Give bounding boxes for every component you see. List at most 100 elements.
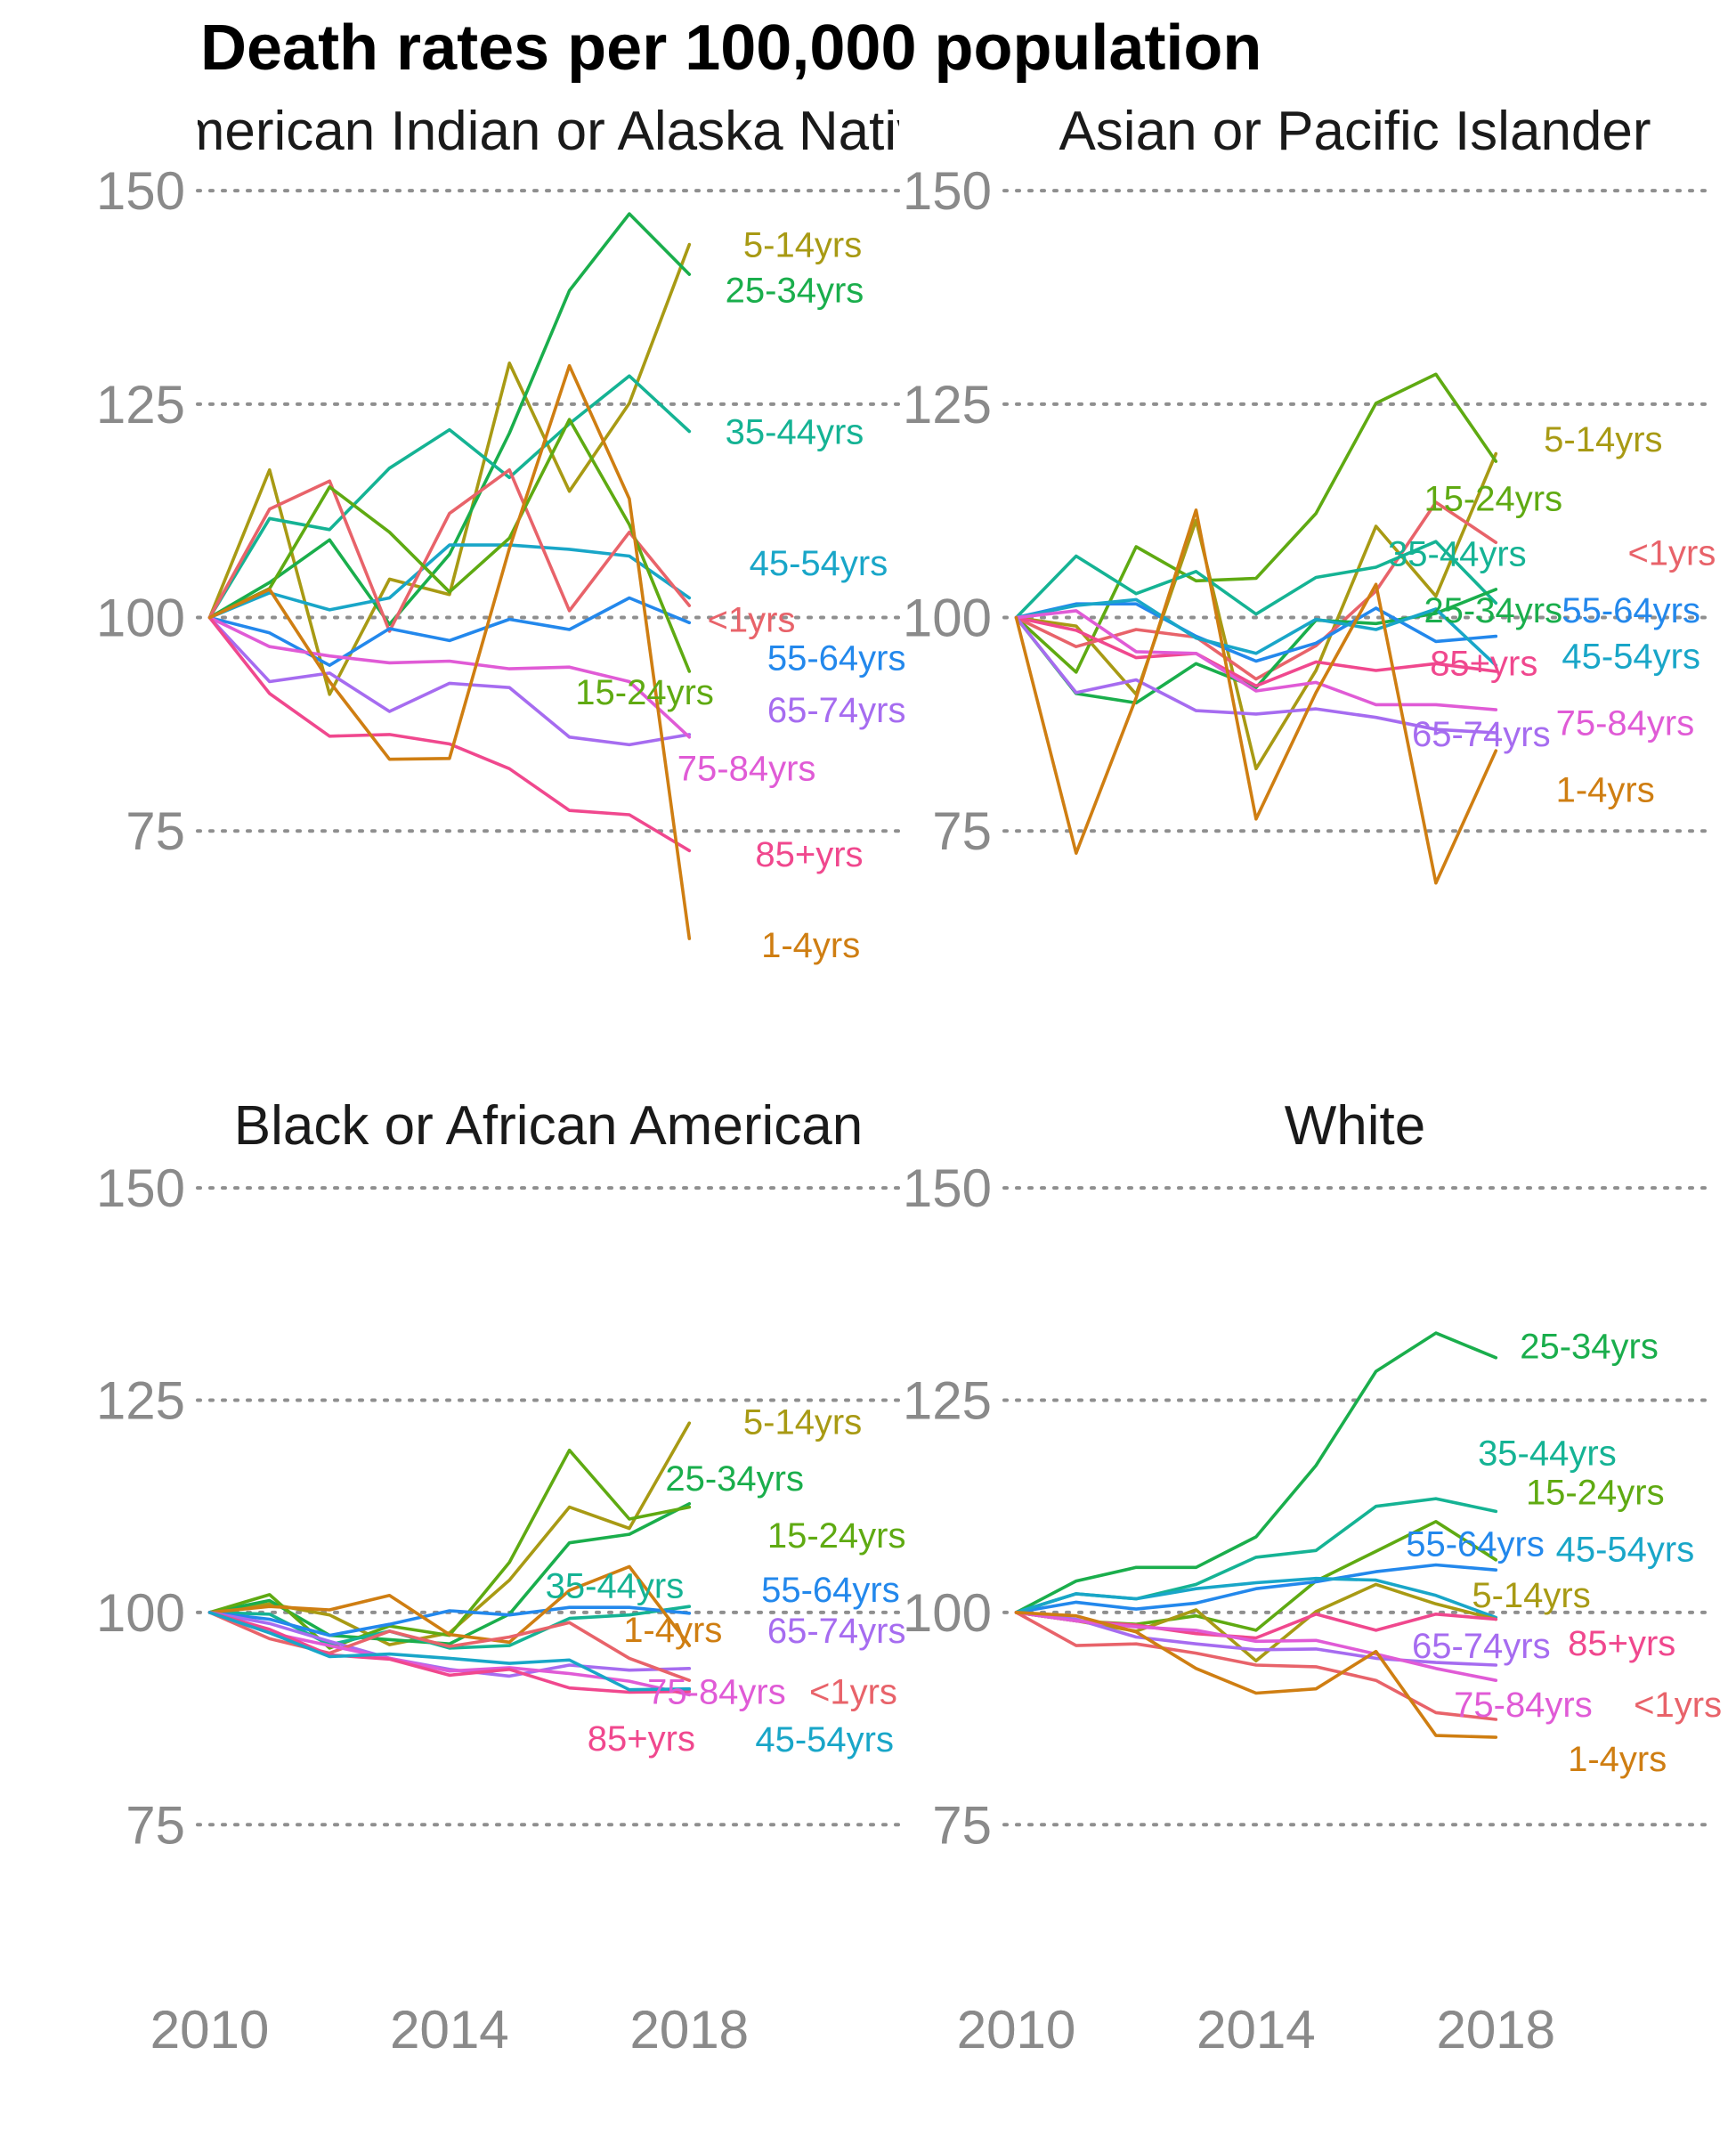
series-line (1014, 597, 1498, 668)
series-line (207, 1611, 692, 1694)
y-tick-label: 100 (903, 589, 992, 648)
x-tick-label: 2014 (390, 2000, 508, 2060)
x-tick-label: 2018 (630, 2000, 749, 2060)
series-line (207, 467, 692, 633)
y-tick-label: 75 (126, 801, 185, 861)
series-line (1014, 615, 1498, 735)
x-tick-label: 2018 (1437, 2000, 1555, 2060)
series-label: <1yrs (1627, 534, 1716, 573)
y-tick-label: 150 (903, 161, 992, 221)
x-tick-label: 2010 (150, 2000, 269, 2060)
y-tick-label: 125 (96, 375, 185, 435)
series-line (1014, 609, 1498, 711)
series-line (207, 1611, 692, 1682)
series-label: 45-54yrs (755, 1720, 894, 1759)
series-label: 45-54yrs (1556, 1530, 1695, 1569)
series-label: 55-64yrs (1562, 591, 1700, 630)
series-label: 35-44yrs (546, 1566, 685, 1605)
series-line (207, 242, 692, 696)
series-label: 25-34yrs (665, 1459, 804, 1499)
series-label: 25-34yrs (726, 271, 864, 310)
series-label: 35-44yrs (726, 413, 864, 452)
series-line (207, 1605, 692, 1637)
series-label: 1-4yrs (761, 926, 860, 965)
series-label: 5-14yrs (743, 1402, 862, 1442)
series-label: <1yrs (809, 1673, 897, 1712)
x-tick-label: 2014 (1197, 2000, 1315, 2060)
facet-title: American Indian or Alaska Native (142, 101, 954, 162)
series-label: 15-24yrs (575, 673, 714, 712)
series-label: 1-4yrs (623, 1611, 722, 1650)
series-line (207, 418, 692, 673)
facet-panel: American Indian or Alaska Native 75 100 125… (96, 101, 954, 2060)
series-label: <1yrs (1634, 1686, 1722, 1725)
y-tick-label: 100 (96, 1583, 185, 1643)
series-label: 5-14yrs (1544, 420, 1662, 459)
series-line (1014, 615, 1498, 688)
facet-title: White (1285, 1095, 1425, 1157)
series-line (207, 374, 692, 620)
series-label: 55-64yrs (761, 1571, 900, 1610)
x-tick-label: 2018 (1437, 2000, 1555, 2060)
series-label: 65-74yrs (1412, 715, 1551, 754)
series-label: 15-24yrs (767, 1516, 906, 1556)
series-line (1014, 451, 1498, 771)
x-tick-label: 2010 (957, 2000, 1075, 2060)
series-line (207, 615, 692, 747)
series-line (1014, 1563, 1498, 1614)
series-label: 1-4yrs (1556, 770, 1655, 809)
series-line (207, 543, 692, 620)
series-label: 75-84yrs (1454, 1686, 1593, 1725)
series-label: 35-44yrs (1388, 535, 1527, 574)
series-label: 45-54yrs (1562, 638, 1700, 677)
series-line (1014, 508, 1498, 885)
y-tick-label: 100 (903, 1583, 992, 1643)
series-line (207, 596, 692, 668)
series-label: 25-34yrs (1520, 1327, 1659, 1366)
series-label: 75-84yrs (677, 749, 816, 788)
series-label: 1-4yrs (1568, 1740, 1667, 1779)
facet-panel: Black or African American 75 100 125 150 2010… (96, 1095, 906, 2060)
x-tick-label: 2010 (957, 2000, 1075, 2060)
series-label: 55-64yrs (1406, 1525, 1545, 1564)
series-line (207, 615, 692, 739)
series-label: 65-74yrs (767, 691, 906, 730)
facet-title: Asian or Pacific Islander (1059, 101, 1651, 162)
series-label: 85+yrs (755, 835, 863, 874)
series-line (1014, 540, 1498, 620)
series-label: 85+yrs (588, 1719, 695, 1759)
y-tick-label: 125 (903, 375, 992, 435)
series-label: 15-24yrs (1526, 1473, 1665, 1512)
x-tick-label: 2010 (150, 2000, 269, 2060)
y-tick-label: 75 (932, 801, 992, 861)
series-line (1014, 1576, 1498, 1620)
y-tick-label: 75 (126, 1795, 185, 1855)
y-tick-label: 150 (96, 1158, 185, 1218)
series-label: 45-54yrs (750, 544, 888, 583)
series-label: 55-64yrs (767, 639, 906, 678)
y-tick-label: 150 (96, 161, 185, 221)
series-label: 85+yrs (1568, 1624, 1675, 1663)
series-label: 85+yrs (1430, 644, 1537, 683)
y-tick-label: 150 (903, 1158, 992, 1218)
series-label: 75-84yrs (1556, 703, 1695, 743)
series-line (207, 1611, 692, 1678)
series-line (1014, 1611, 1498, 1667)
x-tick-label: 2014 (390, 2000, 508, 2060)
series-line (1014, 372, 1498, 674)
y-tick-label: 75 (932, 1795, 992, 1855)
y-tick-label: 125 (903, 1370, 992, 1430)
chart-title: Death rates per 100,000 population (200, 12, 1261, 84)
series-label: <1yrs (707, 600, 795, 639)
series-label: 25-34yrs (1424, 591, 1562, 630)
series-line (207, 615, 692, 853)
series-line (1014, 1611, 1498, 1739)
series-label: 15-24yrs (1424, 479, 1562, 518)
x-tick-label: 2014 (1197, 2000, 1315, 2060)
facet-grid: American Indian or Alaska Native 75 100 125… (96, 101, 1722, 2060)
facet-panel: Asian or Pacific Islander 75 100 125 150 2010… (903, 101, 1716, 2060)
series-label: 35-44yrs (1478, 1434, 1617, 1474)
series-line (1014, 1611, 1498, 1721)
series-line (207, 1448, 692, 1650)
